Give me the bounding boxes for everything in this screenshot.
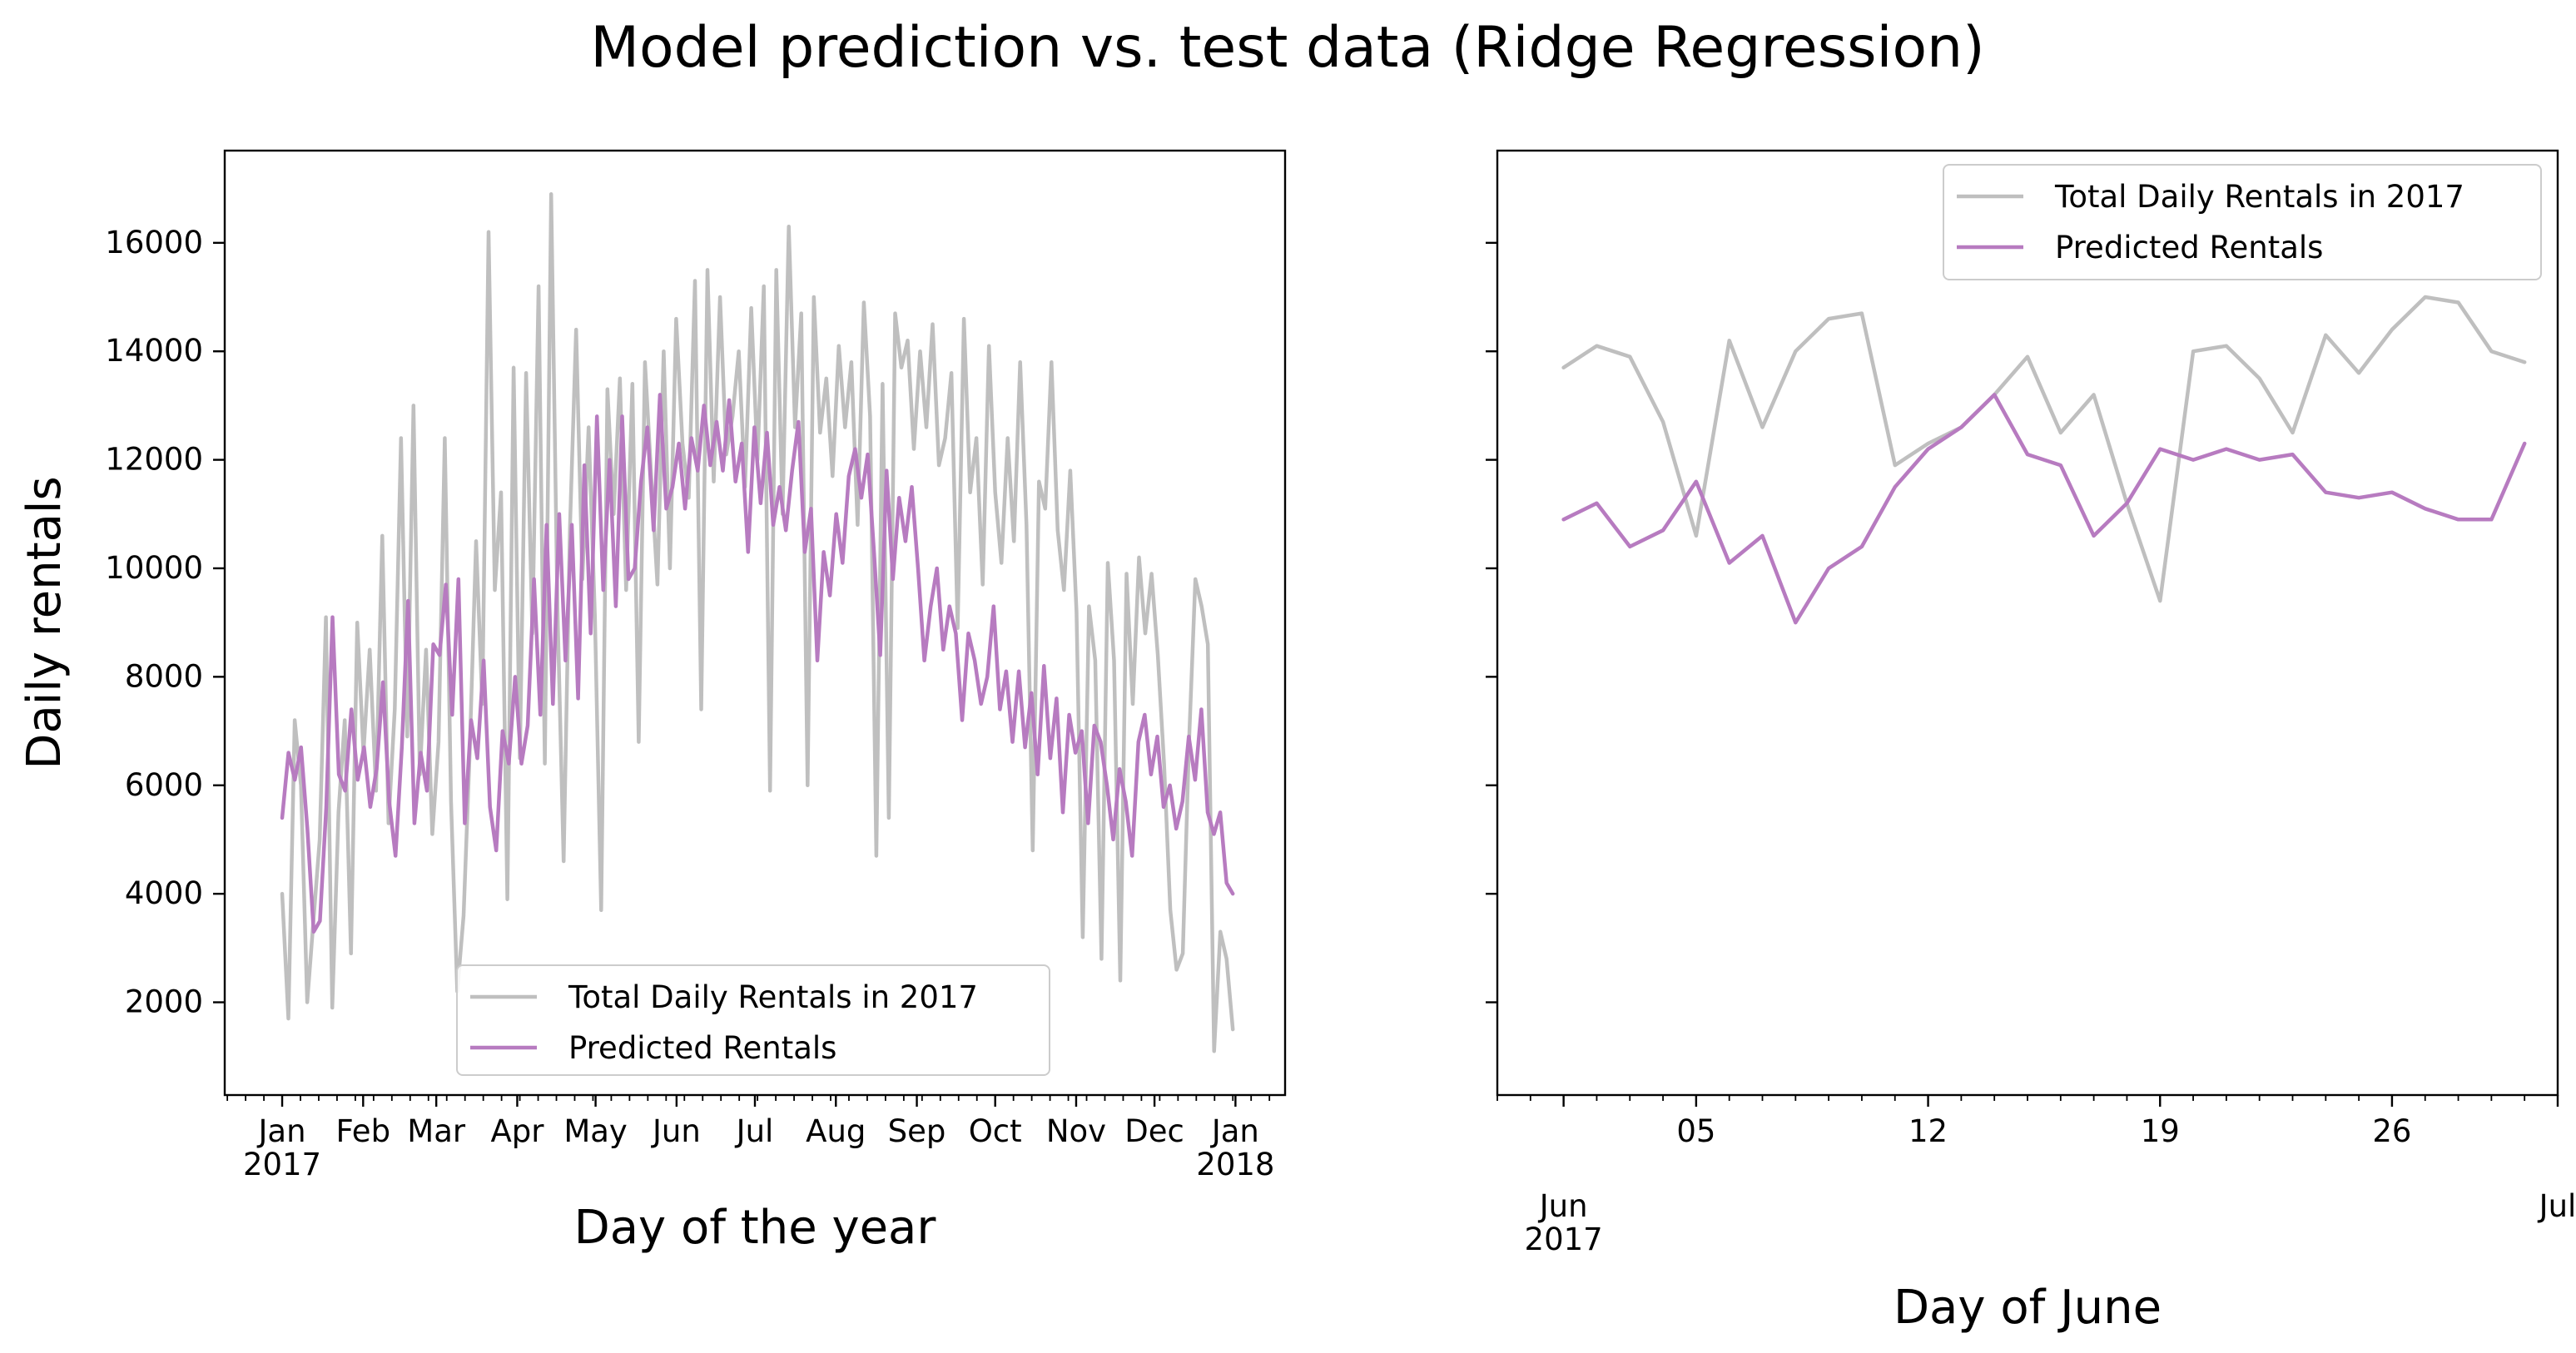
x-tick-label: Oct <box>969 1113 1022 1149</box>
x-tick-label: Jan <box>257 1113 306 1149</box>
x-tick-label: Jun <box>1538 1188 1588 1224</box>
chart-full-year: 200040006000800010000120001400016000Jan2… <box>17 149 1287 1255</box>
x-tick-label: Jun <box>651 1113 701 1149</box>
y-tick-label: 10000 <box>105 550 203 586</box>
legend-frame <box>1943 164 2542 280</box>
x-tick-label: 19 <box>2141 1113 2180 1149</box>
x-tick-label: May <box>563 1113 628 1149</box>
legend-entry: Total Daily Rentals in 2017 <box>2054 179 2464 215</box>
legend: Total Daily Rentals in 2017 Predicted Ren… <box>456 964 1050 1076</box>
series-line-predicted <box>1561 393 2527 625</box>
y-tick-label: 16000 <box>105 225 203 260</box>
x-tick-sublabel: 2017 <box>1525 1222 1603 1257</box>
x-tick-sublabel: 2018 <box>1196 1147 1274 1182</box>
legend-entry: Total Daily Rentals in 2017 <box>568 979 978 1015</box>
y-axis-label: Daily rentals <box>17 476 72 769</box>
x-tick-label: Feb <box>336 1113 391 1149</box>
x-tick-label: Jul <box>735 1113 774 1149</box>
legend-entry: Predicted Rentals <box>568 1030 836 1066</box>
legend-frame <box>456 964 1050 1076</box>
x-tick-label: Dec <box>1124 1113 1184 1149</box>
x-axis-label: Day of the year <box>574 1201 937 1255</box>
x-tick-label: Nov <box>1046 1113 1106 1149</box>
legend-entry: Predicted Rentals <box>2055 230 2323 265</box>
y-tick-label: 8000 <box>125 658 203 694</box>
x-tick-sublabel: 2017 <box>243 1147 321 1182</box>
series-line-predicted <box>280 393 1235 934</box>
x-tick-label: Jan <box>1210 1113 1259 1149</box>
series-line-actual <box>280 191 1235 1053</box>
y-tick-label: 2000 <box>125 984 203 1020</box>
y-tick-label: 12000 <box>105 442 203 478</box>
x-tick-label: Apr <box>490 1113 544 1149</box>
x-tick-label: Sep <box>888 1113 946 1149</box>
x-tick-label: 26 <box>2372 1113 2411 1149</box>
series-line-actual <box>1561 295 2527 603</box>
figure-title: Model prediction vs. test data (Ridge Re… <box>590 15 1984 81</box>
x-tick-label: Mar <box>407 1113 466 1149</box>
x-tick-label: 12 <box>1908 1113 1948 1149</box>
y-tick-label: 6000 <box>125 767 203 803</box>
legend: Total Daily Rentals in 2017 Predicted Ren… <box>1943 164 2542 280</box>
x-tick-label: Jul <box>2538 1188 2576 1224</box>
y-tick-label: 4000 <box>125 875 203 911</box>
axes-frame <box>1496 149 2559 1097</box>
x-tick-label: Aug <box>806 1113 866 1149</box>
x-tick-label: 05 <box>1676 1113 1715 1149</box>
x-axis-label: Day of June <box>1894 1281 2162 1335</box>
y-tick-label: 14000 <box>105 333 203 369</box>
